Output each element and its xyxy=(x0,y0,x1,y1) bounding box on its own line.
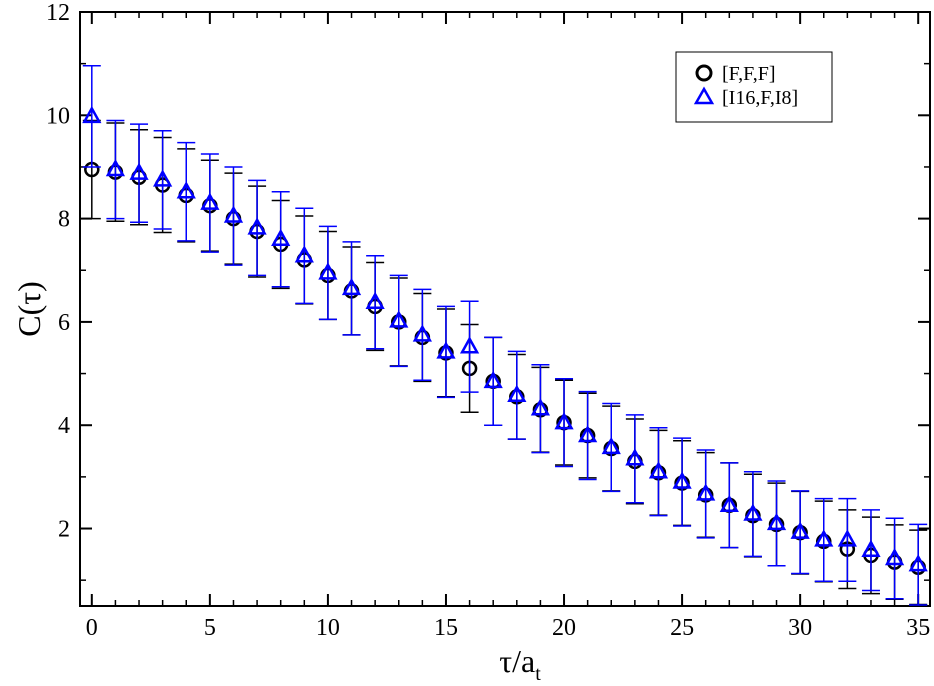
x-tick-label: 5 xyxy=(204,615,216,641)
data-point-triangle xyxy=(648,461,669,479)
x-tick-label: 10 xyxy=(316,615,340,641)
data-point-triangle xyxy=(341,277,362,296)
series-2 xyxy=(82,64,928,606)
data-point-triangle xyxy=(578,424,598,443)
data-point-triangle xyxy=(625,448,645,466)
data-point-triangle xyxy=(365,291,385,310)
x-axis-ticks: 0 5 10 15 20 25 30 35 xyxy=(86,12,930,641)
data-point-triangle xyxy=(294,245,314,263)
data-point-triangle xyxy=(459,336,480,354)
y-axis-label: C(τ) xyxy=(11,281,47,337)
legend-label-series-2: [I16,F,I8] xyxy=(722,87,798,109)
y-tick-label: 12 xyxy=(46,0,70,26)
data-point-triangle xyxy=(814,529,834,547)
data-point-triangle xyxy=(318,262,338,280)
data-point-triangle xyxy=(837,529,857,547)
legend-marker-triangle xyxy=(693,86,715,105)
y-tick-label: 6 xyxy=(58,310,70,336)
data-point-triangle xyxy=(908,554,928,572)
data-point-triangle xyxy=(247,217,267,235)
data-point-triangle xyxy=(790,521,810,539)
data-point-triangle xyxy=(861,539,881,557)
legend-marker-circle xyxy=(695,64,713,82)
x-tick-label: 20 xyxy=(552,615,576,641)
y-tick-label: 4 xyxy=(58,413,70,439)
y-tick-label: 2 xyxy=(58,517,70,543)
data-point-triangle xyxy=(601,436,621,455)
x-axis-label-main: τ/a xyxy=(499,643,535,679)
data-point-triangle xyxy=(153,169,173,187)
data-point-triangle xyxy=(412,324,432,342)
series-layer xyxy=(82,64,928,606)
data-point-triangle xyxy=(743,503,763,521)
data-point-triangle xyxy=(719,494,739,513)
data-point-triangle xyxy=(530,398,551,416)
legend: [F,F,F] [I16,F,I8] xyxy=(675,51,833,123)
x-tick-label: 25 xyxy=(670,615,694,641)
data-point-triangle xyxy=(672,471,692,489)
data-point-triangle xyxy=(766,512,787,531)
data-point-triangle xyxy=(507,384,527,403)
data-point-triangle xyxy=(82,105,102,124)
x-tick-label: 35 xyxy=(906,615,930,641)
data-point-triangle xyxy=(884,547,905,566)
data-point-triangle xyxy=(483,370,503,389)
y-axis-ticks: 2 4 6 8 10 12 xyxy=(46,0,930,581)
data-point-triangle xyxy=(696,483,716,501)
x-tick-label: 15 xyxy=(434,615,458,641)
data-point-triangle xyxy=(105,158,126,177)
data-point-triangle xyxy=(223,205,244,223)
y-tick-label: 8 xyxy=(58,207,70,233)
data-point-triangle xyxy=(129,162,149,180)
data-point-triangle xyxy=(200,192,220,210)
x-tick-label: 30 xyxy=(788,615,812,641)
legend-label-series-1: [F,F,F] xyxy=(722,63,776,85)
data-point-triangle xyxy=(176,181,196,199)
y-tick-label: 10 xyxy=(46,103,70,129)
x-axis-label: τ/at xyxy=(499,643,541,685)
data-point-triangle xyxy=(271,228,291,247)
data-point-triangle xyxy=(389,310,409,328)
data-point-triangle xyxy=(554,412,574,430)
x-tick-label: 0 xyxy=(86,615,98,641)
legend-box xyxy=(675,51,833,123)
x-axis-label-sub: t xyxy=(535,663,541,685)
data-point-triangle xyxy=(436,341,456,359)
